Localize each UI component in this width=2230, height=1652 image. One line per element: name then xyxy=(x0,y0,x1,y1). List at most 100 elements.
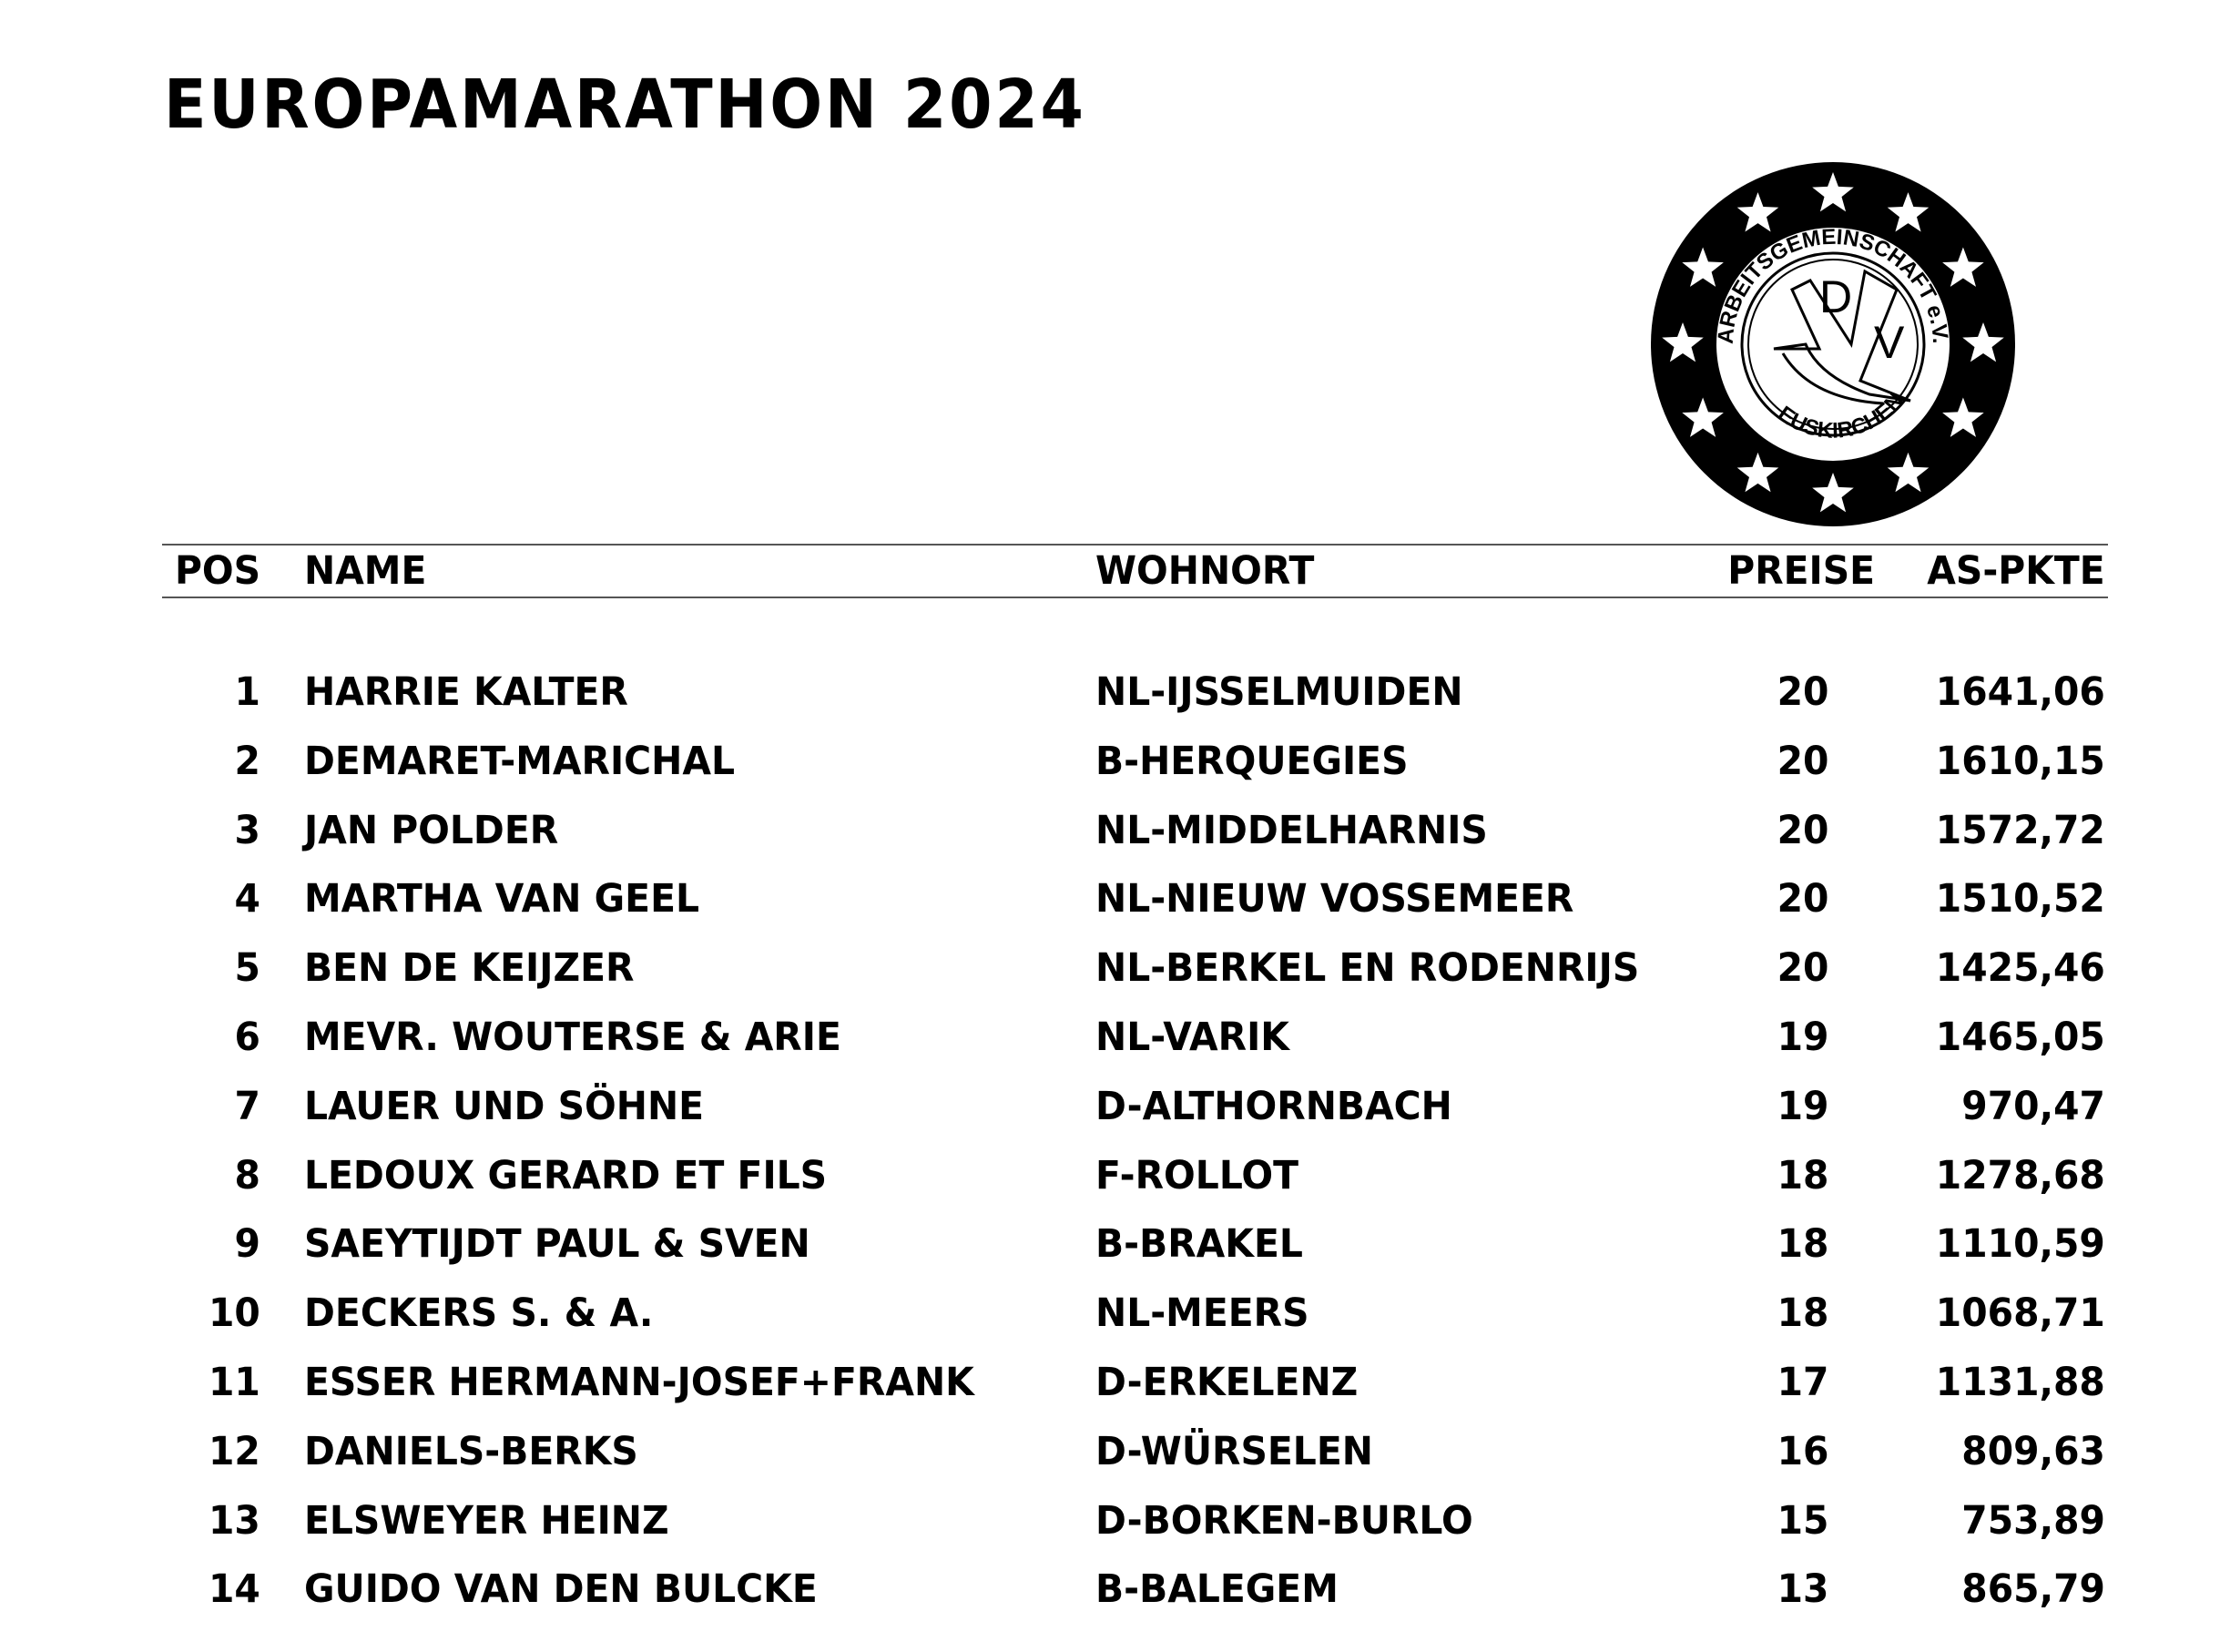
cell-name: DEMARET-MARICHAL xyxy=(304,738,735,784)
cell-wohnort: NL-MIDDELHARNIS xyxy=(1095,807,1488,853)
star-icon xyxy=(1942,247,1984,287)
cell-preise: 15 xyxy=(1777,1497,1829,1544)
cell-wohnort: NL-IJSSELMUIDEN xyxy=(1095,669,1463,715)
cell-preise: 17 xyxy=(1777,1360,1829,1405)
cell-wohnort: D-ERKELENZ xyxy=(1095,1360,1359,1405)
cell-name: DANIELS-BERKS xyxy=(304,1428,638,1474)
cell-as-pkte: 1465,05 xyxy=(1935,1015,2105,1060)
cell-name: LAUER UND SÖHNE xyxy=(304,1083,705,1129)
star-icon xyxy=(1682,247,1724,287)
cell-name: MEVR. WOUTERSE & ARIE xyxy=(304,1015,841,1060)
cell-as-pkte: 1068,71 xyxy=(1935,1290,2105,1337)
table-row: 14 GUIDO VAN DEN BULCKE B-BALEGEM 13 865,79 xyxy=(0,1562,2230,1616)
table-row: 12 DANIELS-BERKS D-WÜRSELEN 16 809,63 xyxy=(0,1424,2230,1479)
club-logo: ARBEITSGEMEINSCHAFT e.V. EUSKIRCHEN D V xyxy=(1651,162,2015,526)
cell-pos: 11 xyxy=(209,1360,260,1405)
stars-ring xyxy=(1662,172,2004,513)
page-title: EUROPAMARATHON 2024 xyxy=(164,66,1086,144)
cell-wohnort: NL-NIEUW VOSSEMEER xyxy=(1095,876,1574,923)
table-row: 5 BEN DE KEIJZER NL-BERKEL EN RODENRIJS 20 1… xyxy=(0,941,2230,995)
cell-wohnort: D-WÜRSELEN xyxy=(1095,1428,1373,1474)
table-row: 2 DEMARET-MARICHAL B-HERQUEGIES 20 1610,15 xyxy=(0,734,2230,789)
star-icon xyxy=(1736,452,1779,493)
cell-as-pkte: 1610,15 xyxy=(1935,738,2105,784)
cell-wohnort: NL-VARIK xyxy=(1095,1015,1289,1060)
star-icon xyxy=(1962,322,2004,362)
cell-preise: 20 xyxy=(1777,738,1829,784)
cell-pos: 2 xyxy=(234,738,260,784)
cell-pos: 7 xyxy=(234,1083,260,1129)
table-header: POS NAME WOHNORT PREISE AS-PKTE xyxy=(0,544,2230,598)
cell-wohnort: F-ROLLOT xyxy=(1095,1152,1298,1198)
cell-preise: 20 xyxy=(1777,669,1829,715)
cell-as-pkte: 1110,59 xyxy=(1935,1221,2105,1268)
table-row: 13 ELSWEYER HEINZ D-BORKEN-BURLO 15 753,89 xyxy=(0,1494,2230,1548)
cell-preise: 20 xyxy=(1777,876,1829,923)
cell-preise: 16 xyxy=(1777,1428,1829,1474)
cell-preise: 19 xyxy=(1777,1015,1829,1060)
cell-wohnort: B-BRAKEL xyxy=(1095,1221,1303,1268)
star-icon xyxy=(1887,452,1930,493)
dove-icon xyxy=(1773,269,1911,405)
table-row: 9 SAEYTIJDT PAUL & SVEN B-BRAKEL 18 1110,59 xyxy=(0,1217,2230,1271)
header-bottom-rule xyxy=(162,597,2108,598)
cell-wohnort: B-HERQUEGIES xyxy=(1095,738,1409,784)
cell-name: ESSER HERMANN-JOSEF+FRANK xyxy=(304,1360,974,1405)
table-row: 8 LEDOUX GERARD ET FILS F-ROLLOT 18 1278,68 xyxy=(0,1148,2230,1203)
cell-wohnort: NL-MEERS xyxy=(1095,1290,1309,1337)
star-icon xyxy=(1942,397,1984,437)
table-row: 3 JAN POLDER NL-MIDDELHARNIS 20 1572,72 xyxy=(0,803,2230,858)
header-preise: PREISE xyxy=(1727,548,1876,594)
cell-preise: 18 xyxy=(1777,1221,1829,1268)
cell-name: ELSWEYER HEINZ xyxy=(304,1497,669,1544)
star-icon xyxy=(1887,192,1930,232)
cell-as-pkte: 1572,72 xyxy=(1935,807,2105,853)
table-row: 6 MEVR. WOUTERSE & ARIE NL-VARIK 19 1465,05 xyxy=(0,1010,2230,1065)
table-row: 7 LAUER UND SÖHNE D-ALTHORNBACH 19 970,47 xyxy=(0,1079,2230,1134)
cell-pos: 1 xyxy=(234,669,260,715)
cell-as-pkte: 1510,52 xyxy=(1935,876,2105,923)
table-row: 11 ESSER HERMANN-JOSEF+FRANK D-ERKELENZ 17 1… xyxy=(0,1355,2230,1410)
cell-as-pkte: 1131,88 xyxy=(1935,1360,2105,1405)
header-name: NAME xyxy=(304,548,427,594)
header-top-rule xyxy=(162,544,2108,546)
cell-wohnort: D-BORKEN-BURLO xyxy=(1095,1497,1473,1544)
cell-pos: 5 xyxy=(234,945,260,992)
cell-name: GUIDO VAN DEN BULCKE xyxy=(304,1566,818,1613)
cell-pos: 12 xyxy=(209,1428,260,1474)
cell-as-pkte: 970,47 xyxy=(1961,1083,2105,1129)
logo-letter-v: V xyxy=(1874,317,1905,368)
cell-name: LEDOUX GERARD ET FILS xyxy=(304,1152,828,1198)
header-as-pkte: AS-PKTE xyxy=(1927,548,2105,594)
cell-preise: 18 xyxy=(1777,1290,1829,1337)
logo-letter-d: D xyxy=(1819,271,1852,322)
cell-as-pkte: 1425,46 xyxy=(1935,945,2105,992)
cell-as-pkte: 1278,68 xyxy=(1935,1152,2105,1198)
cell-pos: 14 xyxy=(209,1566,260,1613)
cell-pos: 4 xyxy=(234,876,260,923)
header-wohnort: WOHNORT xyxy=(1095,548,1315,594)
star-icon xyxy=(1736,192,1779,232)
cell-as-pkte: 865,79 xyxy=(1961,1566,2105,1613)
table-row: 1 HARRIE KALTER NL-IJSSELMUIDEN 20 1641,06 xyxy=(0,665,2230,719)
header-pos: POS xyxy=(174,548,260,594)
cell-name: BEN DE KEIJZER xyxy=(304,945,635,992)
cell-preise: 18 xyxy=(1777,1152,1829,1198)
star-icon xyxy=(1662,322,1704,362)
table-row: 4 MARTHA VAN GEEL NL-NIEUW VOSSEMEER 20 1510… xyxy=(0,872,2230,926)
cell-pos: 3 xyxy=(234,807,260,853)
star-icon xyxy=(1812,172,1854,212)
cell-pos: 13 xyxy=(209,1497,260,1544)
cell-as-pkte: 809,63 xyxy=(1961,1428,2105,1474)
star-icon xyxy=(1682,397,1724,437)
table-row: 10 DECKERS S. & A. NL-MEERS 18 1068,71 xyxy=(0,1286,2230,1341)
cell-name: JAN POLDER xyxy=(304,807,559,853)
cell-preise: 19 xyxy=(1777,1083,1829,1129)
cell-pos: 9 xyxy=(234,1221,260,1268)
cell-pos: 10 xyxy=(209,1290,260,1337)
cell-pos: 8 xyxy=(234,1152,260,1198)
cell-wohnort: B-BALEGEM xyxy=(1095,1566,1339,1613)
cell-as-pkte: 753,89 xyxy=(1961,1497,2105,1544)
star-icon xyxy=(1812,473,1854,513)
cell-name: DECKERS S. & A. xyxy=(304,1290,654,1337)
